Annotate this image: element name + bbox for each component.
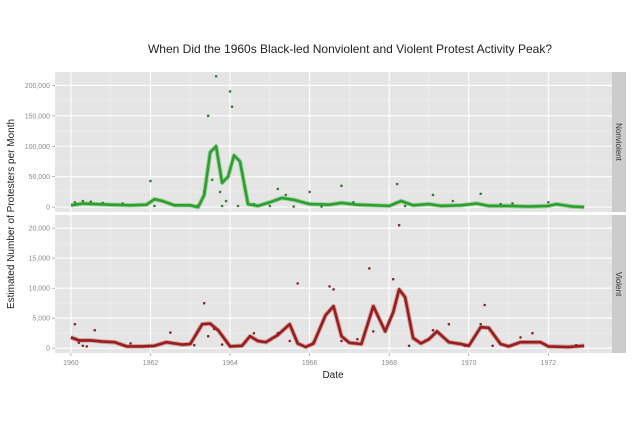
x-tick-label: 1966 <box>302 360 318 367</box>
x-tick-label: 1960 <box>63 360 79 367</box>
data-point <box>169 331 172 334</box>
data-point <box>395 182 399 186</box>
data-point <box>531 331 534 335</box>
y-tick-label: 200,000 <box>25 83 50 90</box>
data-point <box>228 90 232 93</box>
data-point <box>511 202 514 205</box>
y-tick-label: 20,000 <box>29 226 51 233</box>
data-point <box>206 114 210 118</box>
panel-violent: 0 5,000 10,000 15,000 20,000 Violent <box>29 215 626 353</box>
y-tick-label: 0 <box>46 205 50 212</box>
panel-background <box>55 215 612 353</box>
data-point <box>328 285 331 288</box>
data-point <box>431 193 435 197</box>
data-point <box>371 330 375 333</box>
x-axis-title: Date <box>322 370 344 381</box>
data-point <box>356 337 359 341</box>
data-point <box>252 331 256 335</box>
data-point <box>218 190 222 194</box>
data-point <box>129 342 132 345</box>
data-point <box>81 199 85 203</box>
data-point <box>447 322 451 326</box>
x-tick-label: 1968 <box>381 360 397 367</box>
data-point <box>479 322 483 326</box>
data-point <box>308 190 311 194</box>
y-tick-label: 0 <box>46 346 50 353</box>
data-point <box>93 328 97 332</box>
y-tick-label: 5,000 <box>32 316 50 323</box>
y-tick-label: 10,000 <box>29 286 51 293</box>
data-point <box>547 200 550 204</box>
data-point <box>73 200 77 204</box>
data-point <box>296 282 299 285</box>
data-point <box>77 341 81 345</box>
data-point <box>340 184 343 188</box>
data-point <box>149 179 152 183</box>
y-tick-label: 100,000 <box>25 144 50 151</box>
x-tick-label: 1962 <box>143 360 159 367</box>
data-point <box>332 288 335 291</box>
facet-strip-label: Violent <box>614 272 623 297</box>
facet-strip <box>612 72 626 212</box>
data-point <box>206 334 210 338</box>
x-tick-label: 1970 <box>461 360 477 367</box>
data-point <box>451 199 455 203</box>
x-tick-label: 1964 <box>222 360 238 367</box>
y-tick-label: 150,000 <box>25 113 50 120</box>
data-point <box>491 344 494 348</box>
y-axis-title: Estimated Number of Protesters per Month <box>6 119 17 309</box>
chart-title: When Did the 1960s Black-led Nonviolent … <box>147 42 552 56</box>
data-point <box>479 192 483 196</box>
data-point <box>214 74 218 78</box>
data-point <box>276 187 280 191</box>
data-point <box>220 204 224 208</box>
data-point <box>210 178 214 182</box>
data-point <box>81 344 85 348</box>
trend-line <box>70 288 585 349</box>
facet-strip <box>612 215 626 353</box>
data-point <box>153 204 156 208</box>
data-point <box>431 328 435 332</box>
data-point <box>407 344 411 348</box>
data-point <box>268 204 272 208</box>
data-point <box>85 345 89 348</box>
data-point <box>192 343 196 347</box>
data-point <box>391 277 395 281</box>
facet-strip-label: Nonviolent <box>614 123 623 162</box>
x-tick-label: 1972 <box>541 360 557 367</box>
trend-line <box>70 145 585 209</box>
data-point <box>230 105 234 108</box>
data-point <box>397 223 401 227</box>
data-point <box>320 205 323 208</box>
y-tick-label: 15,000 <box>29 256 51 263</box>
data-point <box>220 343 224 346</box>
data-point <box>202 301 206 305</box>
data-point <box>368 267 371 270</box>
x-axis: 1960 1962 1964 1966 1968 1970 1972 <box>63 353 556 367</box>
data-point <box>288 339 292 343</box>
data-point <box>403 204 407 208</box>
data-point <box>519 336 522 339</box>
data-point <box>73 322 77 326</box>
data-point <box>483 303 486 307</box>
data-point <box>292 205 296 208</box>
data-point <box>236 204 240 208</box>
data-point <box>340 339 343 343</box>
y-tick-label: 50,000 <box>29 174 51 181</box>
data-point <box>89 200 93 203</box>
panel-background <box>55 72 612 212</box>
panel-nonviolent: 0 50,000 100,000 150,000 200,000 Nonviolent <box>25 72 626 212</box>
data-point <box>224 199 228 203</box>
data-point <box>284 193 288 197</box>
